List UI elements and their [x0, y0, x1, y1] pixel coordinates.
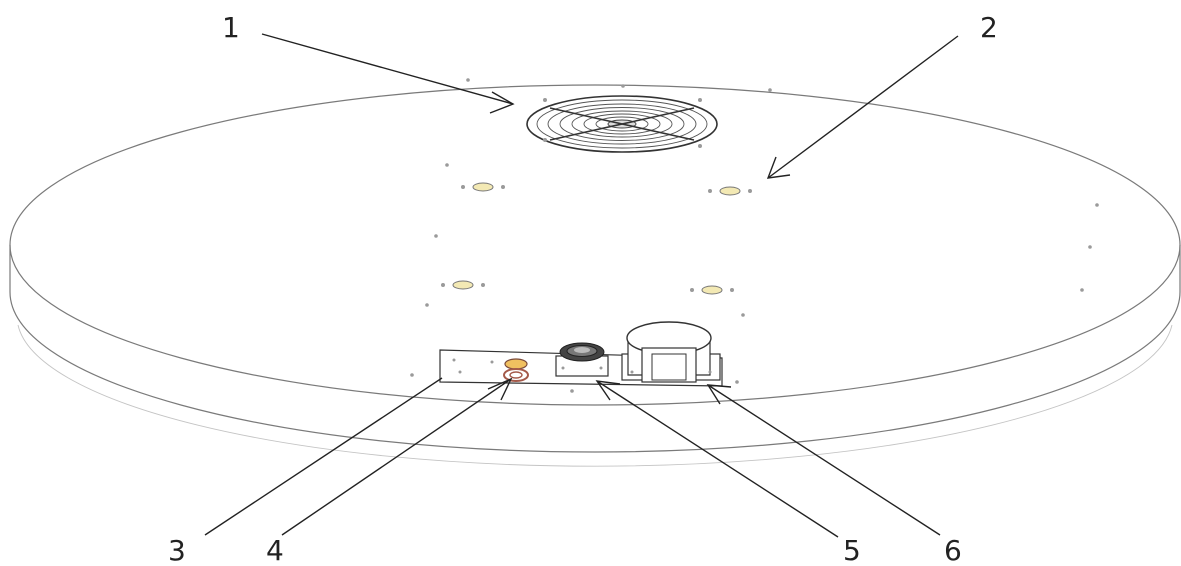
- leader-3: [204, 377, 443, 536]
- mounting-pads: [441, 182, 752, 295]
- callout-6: 6: [944, 534, 962, 566]
- callout-5: 5: [843, 534, 861, 566]
- disc-body: [9, 84, 1181, 467]
- leader-2: [767, 35, 959, 179]
- callout-2: 2: [980, 11, 998, 44]
- screw-holes: [410, 78, 1099, 393]
- callout-4: 4: [266, 534, 284, 566]
- leader-1: [261, 33, 514, 105]
- leader-lines: [204, 33, 959, 538]
- callout-1: 1: [222, 11, 240, 44]
- fan-grille: [526, 95, 718, 153]
- leader-5: [596, 380, 839, 538]
- leader-6: [707, 384, 941, 536]
- small-connector: [503, 358, 529, 382]
- round-connector: [555, 342, 609, 377]
- socket-housing: [621, 321, 721, 383]
- callout-3: 3: [168, 534, 186, 566]
- leader-4: [281, 378, 512, 536]
